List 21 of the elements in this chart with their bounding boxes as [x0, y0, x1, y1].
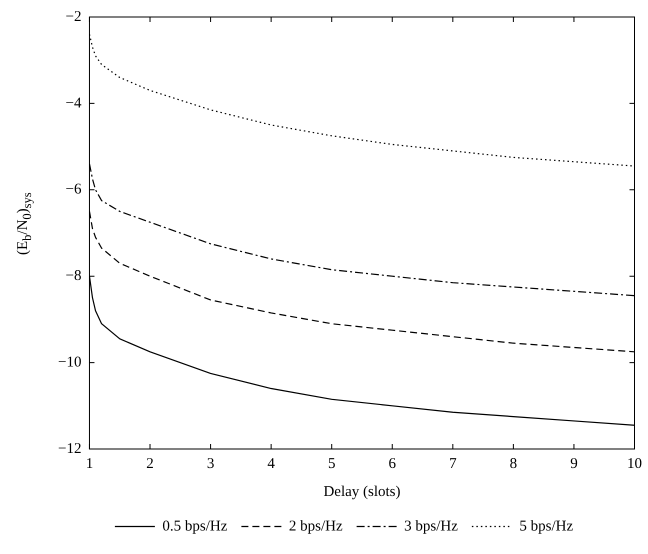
- y-tick-label: −2: [65, 8, 82, 25]
- legend-label: 3 bps/Hz: [404, 518, 458, 534]
- legend-label: 5 bps/Hz: [519, 518, 574, 534]
- x-tick-label: 3: [206, 456, 214, 472]
- x-tick-label: 2: [146, 456, 154, 472]
- legend-label: 2 bps/Hz: [288, 518, 343, 534]
- x-tick-label: 6: [388, 456, 397, 472]
- legend-label: 0.5 bps/Hz: [162, 518, 228, 534]
- y-tick-label: −10: [58, 354, 82, 371]
- y-tick-label: −4: [65, 95, 82, 112]
- x-tick-label: 7: [449, 456, 458, 472]
- x-tick-label: 1: [86, 456, 94, 472]
- x-tick-label: 4: [267, 456, 276, 472]
- x-axis-title: Delay (slots): [323, 484, 401, 500]
- x-tick-label: 9: [570, 456, 578, 472]
- y-tick-label: −8: [65, 268, 82, 284]
- x-tick-label: 5: [328, 456, 336, 472]
- x-tick-label: 10: [627, 456, 642, 472]
- y-tick-label: −12: [58, 440, 82, 457]
- y-tick-label: −6: [65, 182, 82, 198]
- x-tick-label: 8: [510, 456, 518, 472]
